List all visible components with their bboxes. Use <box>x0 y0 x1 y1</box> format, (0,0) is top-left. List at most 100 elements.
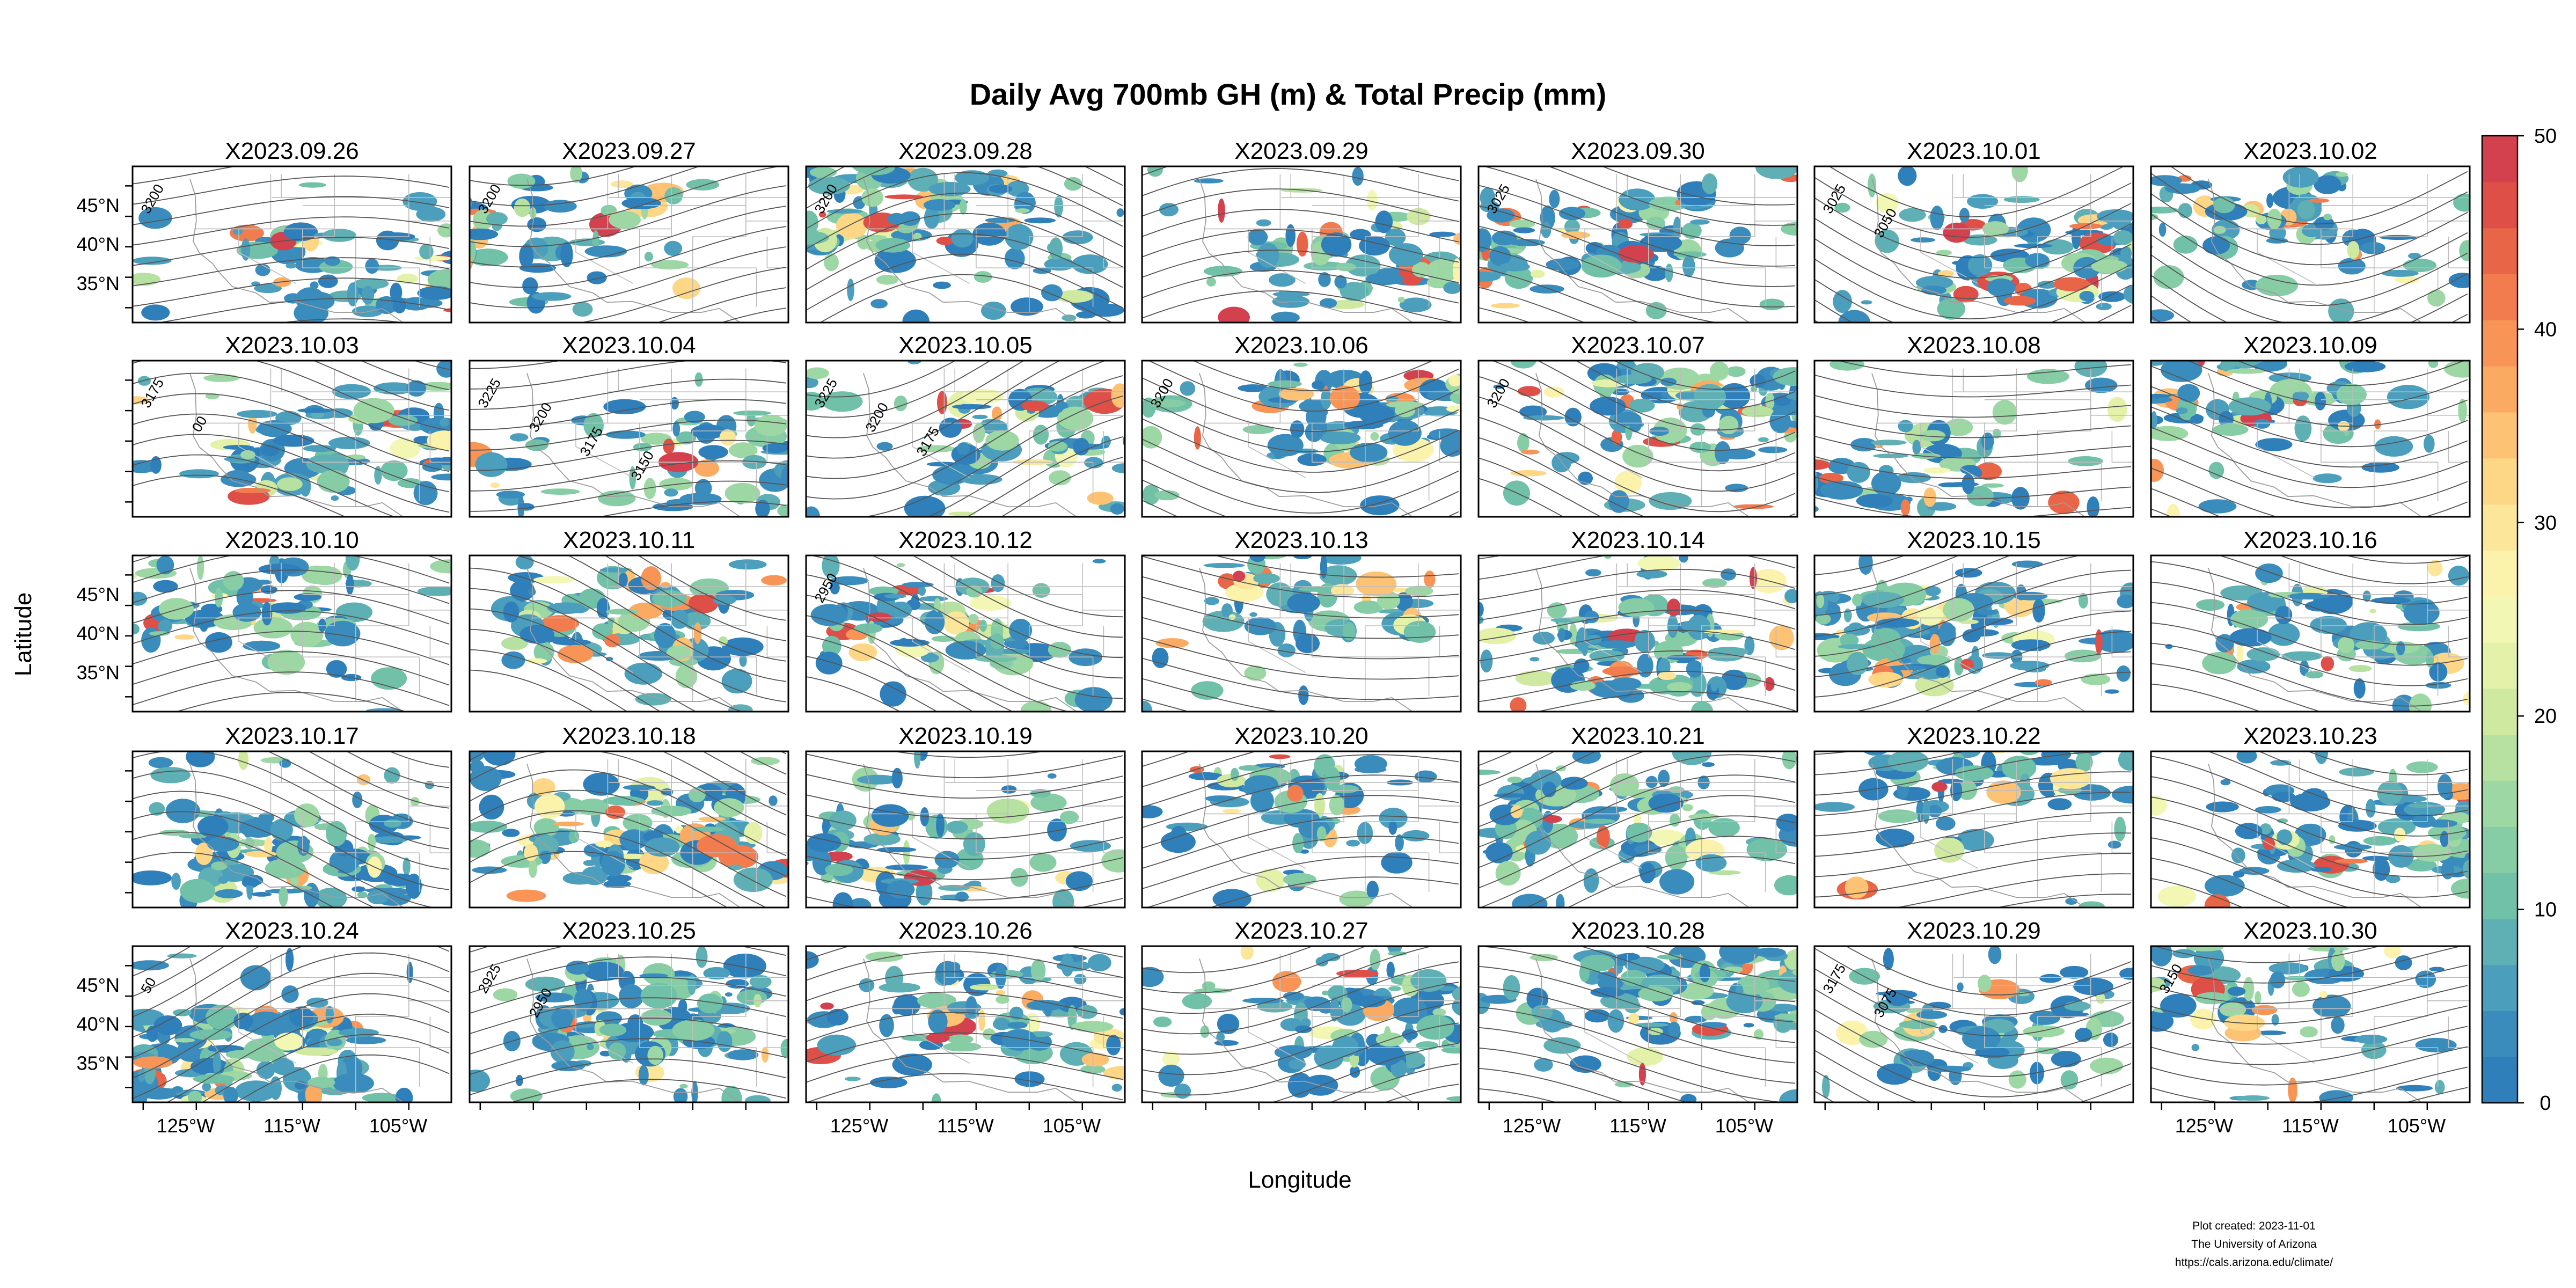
contour-line <box>133 166 450 185</box>
precip-cell <box>1856 494 1893 508</box>
precip-cell <box>2195 992 2229 1005</box>
precip-cell <box>1645 775 1658 788</box>
precip-cell <box>830 581 840 595</box>
contour-line <box>470 1018 787 1055</box>
panel-date: X2023.10.29 <box>1907 918 2041 944</box>
precip-cell <box>2297 200 2315 219</box>
contour-line <box>1145 856 1459 908</box>
precip-cell <box>1388 986 1401 991</box>
precip-cell <box>587 271 607 284</box>
mexico-border <box>2288 495 2423 517</box>
precip-cell <box>935 961 960 985</box>
panel-frame <box>469 750 789 909</box>
precip-cell <box>1758 437 1769 443</box>
precip-cell <box>2060 965 2089 979</box>
contour-line <box>1479 609 1796 641</box>
precip-cell <box>1986 780 2021 804</box>
base-map <box>863 954 1125 1102</box>
contour-line <box>1479 185 1796 267</box>
precip-cell <box>1930 206 1944 230</box>
contour-line <box>1814 853 2132 898</box>
contour-line <box>2151 642 2468 707</box>
precip-cell <box>1590 397 1626 416</box>
contour-line <box>1479 437 1796 517</box>
precip-cell <box>1370 949 1381 970</box>
precip-cell <box>1386 961 1395 979</box>
contour-line <box>1142 1002 1459 1075</box>
precip-cell <box>952 404 992 409</box>
precip-cell <box>1352 167 1364 186</box>
coastline <box>189 373 270 497</box>
precip-cell <box>1634 844 1662 855</box>
precip-cell <box>1714 441 1731 464</box>
state-border <box>2111 1016 2133 1048</box>
precip-cell <box>1957 982 1964 992</box>
precip-cell <box>920 652 939 663</box>
contour-line <box>1213 555 1459 578</box>
precip-cell <box>2029 1011 2061 1025</box>
precip-cell <box>2041 751 2072 762</box>
contour-line <box>1814 258 2132 320</box>
precip-cell <box>1814 471 1817 477</box>
precip-cell <box>1513 227 1535 233</box>
precip-cell <box>2339 767 2374 777</box>
precip-cell <box>924 207 940 229</box>
panel-date: X2023.10.25 <box>562 918 696 944</box>
precip-cell <box>294 803 319 828</box>
precip-cell <box>693 622 701 645</box>
contour-line <box>1142 168 1459 202</box>
precip-cell <box>1216 774 1247 788</box>
precip-cell <box>815 652 843 675</box>
precip-cell <box>1010 868 1028 887</box>
precip-cell <box>729 442 758 458</box>
precip-cell <box>1699 1022 1727 1028</box>
precip-field <box>1142 946 1461 1102</box>
precip-cell <box>203 374 239 382</box>
precip-cell <box>928 182 971 196</box>
precip-cell <box>1512 894 1548 908</box>
precip-cell <box>223 1086 238 1102</box>
precip-cell <box>684 411 705 423</box>
precip-cell <box>326 821 347 846</box>
precip-cell <box>232 603 261 622</box>
precip-cell <box>2235 823 2263 839</box>
contour-line <box>133 972 450 1079</box>
panel-frame <box>1141 360 1462 518</box>
precip-cell <box>384 767 400 784</box>
precip-cell <box>2233 870 2245 878</box>
precip-cell <box>1929 634 1941 654</box>
precip-cell <box>721 669 752 694</box>
contour-line <box>1814 947 2132 1016</box>
precip-cell <box>2161 361 2202 382</box>
precip-cell <box>1342 622 1356 641</box>
precip-cell <box>989 184 1013 193</box>
precip-cell <box>189 1029 232 1041</box>
precip-cell <box>1614 374 1652 384</box>
contour-line <box>1845 946 2132 996</box>
precip-cell <box>2111 785 2133 804</box>
y-tick-label: 40°N <box>77 233 120 255</box>
contour-line <box>806 233 1123 291</box>
precip-cell <box>698 816 726 822</box>
precip-cell <box>1269 754 1291 759</box>
precip-cell <box>1693 384 1726 410</box>
precip-cell <box>1967 254 1993 276</box>
gh-contours <box>1479 166 1796 323</box>
contour-line <box>1479 416 1796 513</box>
precip-cell <box>2246 647 2280 662</box>
contour-line <box>133 237 450 266</box>
precip-cell <box>1618 953 1640 961</box>
precip-cell <box>640 983 678 1009</box>
contour-line <box>470 810 787 897</box>
precip-cell <box>1691 1000 1705 1005</box>
precip-cell <box>1403 620 1436 643</box>
precip-cell <box>540 615 580 632</box>
precip-cell <box>2319 1090 2353 1102</box>
precip-cell <box>2425 682 2451 689</box>
precip-cell <box>716 1031 733 1052</box>
precip-cell <box>1922 798 1930 824</box>
contour-line <box>2170 166 2468 225</box>
chart-title: Daily Avg 700mb GH (m) & Total Precip (m… <box>970 77 1607 111</box>
precip-cell <box>664 240 683 256</box>
precip-cell <box>2334 859 2368 864</box>
